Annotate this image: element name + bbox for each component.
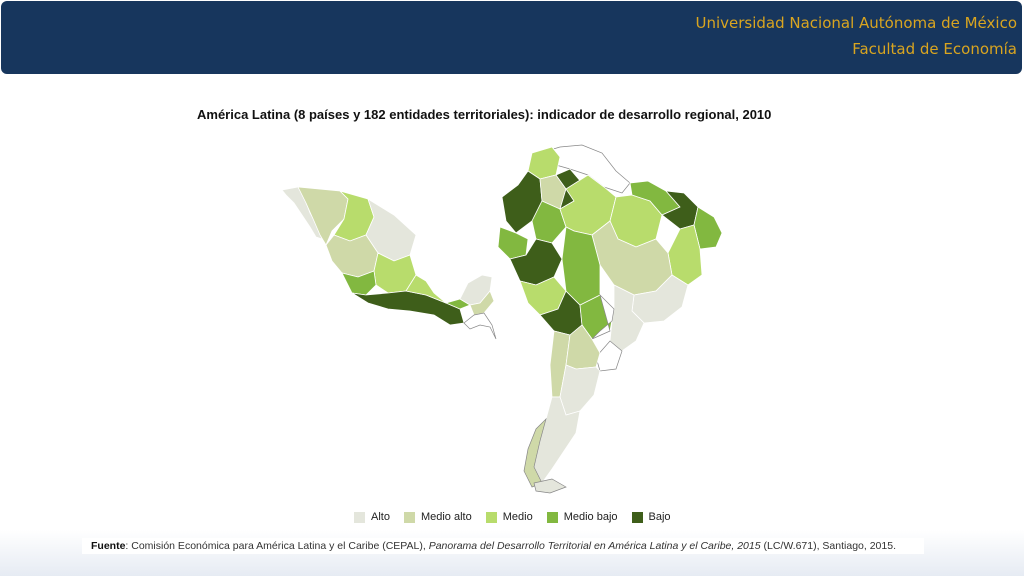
brazil-region-center-west bbox=[591, 220, 673, 296]
ecuador-region bbox=[497, 226, 529, 260]
source-publication-title: Panorama del Desarrollo Territorial en A… bbox=[428, 540, 761, 552]
map-legend: Alto Medio alto Medio Medio bajo Bajo bbox=[354, 511, 671, 523]
mexico-region-south bbox=[351, 290, 465, 326]
mexico-map bbox=[281, 186, 497, 340]
legend-swatch-medio-bajo bbox=[546, 511, 558, 523]
source-text-after: (LC/W.671), Santiago, 2015. bbox=[760, 540, 896, 552]
source-note: Fuente: Comisión Económica para América … bbox=[82, 538, 924, 554]
legend-label-medio-bajo: Medio bajo bbox=[563, 511, 618, 523]
legend-swatch-medio bbox=[485, 511, 497, 523]
faculty-name: Facultad de Economía bbox=[852, 40, 1017, 58]
legend-item-medio-alto: Medio alto bbox=[403, 511, 472, 523]
central-america-outline bbox=[463, 312, 497, 340]
legend-swatch-medio-alto bbox=[403, 511, 415, 523]
south-america-map bbox=[497, 144, 723, 494]
paraguay-region bbox=[591, 293, 615, 340]
institution-name: Universidad Nacional Autónoma de México bbox=[695, 14, 1017, 32]
legend-label-medio: Medio bbox=[502, 511, 533, 523]
legend-label-medio-alto: Medio alto bbox=[420, 511, 472, 523]
tierra-del-fuego bbox=[533, 478, 567, 494]
argentina-region-center bbox=[559, 364, 601, 416]
caribbean-outline bbox=[539, 144, 631, 194]
chile-region-south bbox=[523, 417, 547, 488]
legend-label-alto: Alto bbox=[371, 511, 390, 523]
latin-america-map bbox=[281, 144, 723, 494]
legend-item-alto: Alto bbox=[354, 511, 390, 523]
legend-item-medio-bajo: Medio bajo bbox=[546, 511, 618, 523]
source-text-before: : Comisión Económica para América Latina… bbox=[125, 540, 429, 552]
legend-item-bajo: Bajo bbox=[631, 511, 671, 523]
map-title: América Latina (8 países y 182 entidades… bbox=[197, 107, 772, 122]
legend-item-medio: Medio bbox=[485, 511, 533, 523]
legend-label-bajo: Bajo bbox=[648, 511, 671, 523]
header-bar: Universidad Nacional Autónoma de México … bbox=[1, 1, 1022, 74]
legend-swatch-alto bbox=[354, 511, 365, 523]
source-label: Fuente bbox=[91, 540, 126, 552]
mexico-region-center-west bbox=[325, 234, 379, 278]
legend-swatch-bajo bbox=[631, 511, 643, 523]
